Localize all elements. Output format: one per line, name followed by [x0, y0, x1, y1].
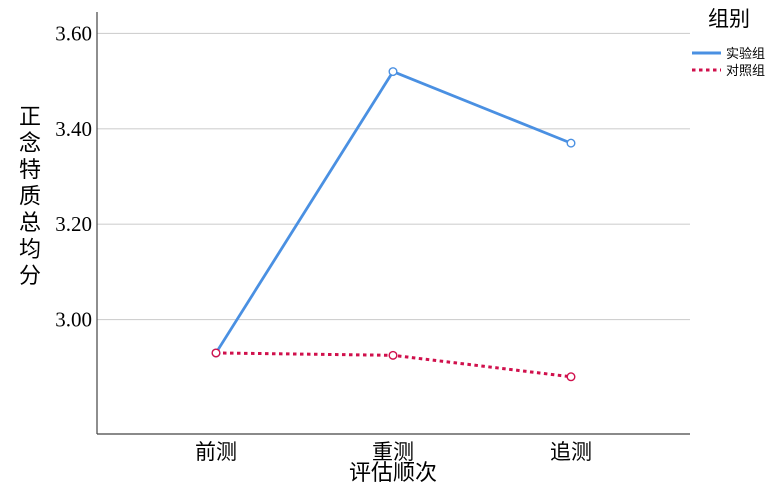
x-tick-label: 前测 [195, 440, 237, 464]
legend-label: 对照组 [726, 64, 765, 79]
series [211, 67, 576, 382]
gridlines [97, 32, 690, 321]
axes [96, 12, 690, 435]
y-axis-title: 正念特质总均分 [19, 105, 41, 289]
data-point [566, 138, 576, 148]
y-tick-label: 3.00 [55, 308, 92, 332]
x-tick-label: 重测 [372, 440, 414, 464]
x-tick-label: 追测 [550, 440, 592, 464]
y-tick-labels: 3.00 3.20 3.40 3.60 [55, 21, 92, 331]
data-point [211, 348, 221, 358]
series-line-0 [214, 70, 572, 354]
legend-label: 实验组 [726, 46, 765, 62]
data-point [388, 67, 398, 77]
y-tick-label: 3.60 [55, 21, 92, 45]
data-point [566, 372, 576, 382]
y-tick-label: 3.40 [55, 117, 92, 141]
legend-title: 组别 [708, 7, 750, 31]
data-point [388, 350, 398, 360]
x-axis-title: 评估顺次 [349, 461, 437, 486]
x-tick-labels: 前测 重测 追测 [195, 440, 592, 464]
y-tick-label: 3.20 [55, 212, 92, 236]
